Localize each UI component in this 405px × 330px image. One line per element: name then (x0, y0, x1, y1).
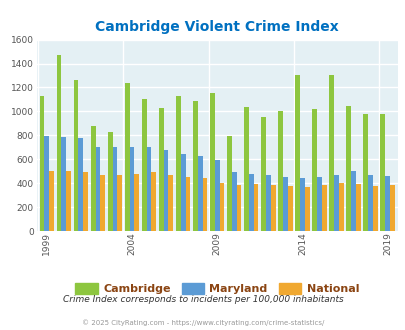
Bar (333, 175, 338, 231)
Bar (100, 175, 105, 231)
Bar (49, 171, 54, 231)
Bar (134, 174, 139, 231)
Bar (243, 107, 248, 231)
Bar (248, 174, 253, 231)
Bar (146, 147, 151, 231)
Bar (362, 115, 367, 231)
Bar (389, 185, 394, 231)
Bar (192, 101, 197, 231)
Bar (384, 176, 389, 231)
Bar (236, 185, 241, 231)
Bar (226, 137, 231, 231)
Bar (44, 137, 49, 231)
Legend: Cambridge, Maryland, National: Cambridge, Maryland, National (71, 279, 362, 299)
Bar (287, 186, 292, 231)
Bar (253, 184, 258, 231)
Bar (209, 93, 214, 231)
Bar (345, 106, 350, 231)
Bar (57, 55, 61, 231)
Bar (185, 177, 190, 231)
Bar (90, 126, 95, 231)
Text: Crime Index corresponds to incidents per 100,000 inhabitants: Crime Index corresponds to incidents per… (62, 295, 343, 304)
Bar (277, 112, 282, 231)
Bar (197, 156, 202, 231)
Bar (202, 178, 207, 231)
Bar (355, 184, 360, 231)
Bar (270, 185, 275, 231)
Bar (83, 172, 88, 231)
Bar (151, 172, 156, 231)
Bar (175, 96, 180, 231)
Bar (338, 183, 343, 231)
Bar (260, 117, 265, 231)
Bar (214, 160, 219, 231)
Bar (299, 178, 304, 231)
Bar (95, 147, 100, 231)
Bar (367, 175, 372, 231)
Bar (168, 175, 173, 231)
Bar (379, 115, 384, 231)
Bar (231, 172, 236, 231)
Bar (78, 138, 83, 231)
Bar (74, 80, 78, 231)
Bar (124, 83, 129, 231)
Bar (372, 185, 377, 231)
Bar (66, 171, 71, 231)
Text: © 2025 CityRating.com - https://www.cityrating.com/crime-statistics/: © 2025 CityRating.com - https://www.city… (82, 319, 323, 326)
Bar (328, 76, 333, 231)
Bar (294, 76, 299, 231)
Bar (265, 175, 270, 231)
Bar (282, 177, 287, 231)
Bar (311, 109, 316, 231)
Bar (117, 175, 122, 231)
Bar (107, 132, 112, 231)
Bar (316, 177, 321, 231)
Bar (61, 137, 66, 231)
Title: Cambridge Violent Crime Index: Cambridge Violent Crime Index (95, 20, 338, 34)
Bar (158, 108, 163, 231)
Bar (112, 147, 117, 231)
Bar (141, 99, 146, 231)
Bar (304, 187, 309, 231)
Bar (321, 185, 326, 231)
Bar (180, 154, 185, 231)
Bar (163, 150, 168, 231)
Bar (219, 182, 224, 231)
Bar (40, 96, 44, 231)
Bar (350, 171, 355, 231)
Bar (129, 147, 134, 231)
